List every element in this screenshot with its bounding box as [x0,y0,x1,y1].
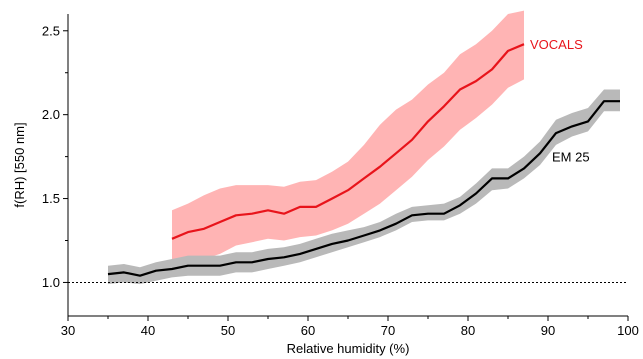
y-tick-label: 1.0 [42,275,60,290]
series-labels: VOCALS EM 25 [530,37,590,164]
x-tick-label: 80 [461,323,475,338]
line-em-25 [107,100,620,277]
x-tick-label: 70 [381,323,395,338]
x-tick-label: 90 [541,323,555,338]
line-vocals [171,43,525,240]
series-label-vocals: VOCALS [530,37,583,52]
x-axis-label: Relative humidity (%) [287,341,410,356]
y-tick-label: 1.5 [42,191,60,206]
x-tick-label: 40 [141,323,155,338]
band-vocals [172,10,524,264]
series-label-em25: EM 25 [552,150,590,165]
y-tick-label: 2.0 [42,107,60,122]
uncertainty-bands [108,10,620,285]
y-tick-label: 2.5 [42,23,60,38]
x-tick-label: 50 [221,323,235,338]
x-tick-label: 30 [61,323,75,338]
x-tick-label: 60 [301,323,315,338]
y-axis-label: f(RH) [550 nm] [12,122,27,207]
band-em-25 [108,89,620,285]
series-lines [107,43,620,277]
x-tick-label: 100 [617,323,639,338]
axes: 30 40 50 60 70 80 90 100 1.0 1.5 2.0 2.5 [42,14,639,338]
